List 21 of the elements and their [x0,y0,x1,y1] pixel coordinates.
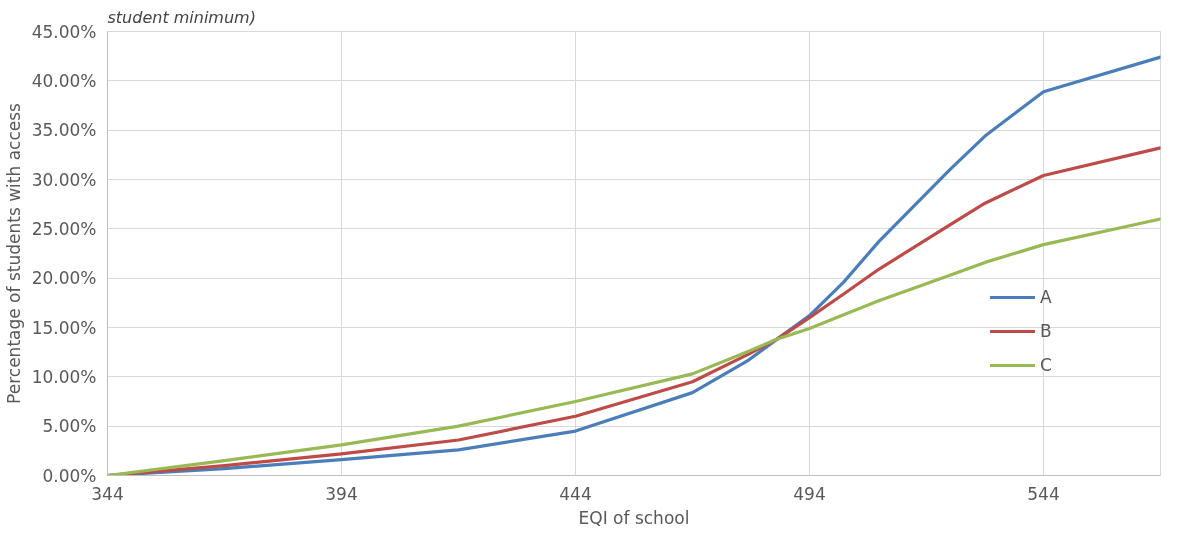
y-tick-label: 45.00% [31,21,97,42]
y-tick-label: 5.00% [42,416,97,437]
y-tick-label: 30.00% [31,169,97,190]
legend-label: A [1040,287,1053,307]
legend-label: B [1040,321,1053,341]
x-tick-label: 444 [559,483,592,504]
y-tick-label: 0.00% [42,465,97,486]
y-tick-label: 40.00% [31,70,97,91]
chart-title: student minimum) [107,7,256,27]
y-tick-label: 15.00% [31,317,97,338]
y-axis-title: Percentage of students with access [3,102,24,404]
x-axis-title: EQI of school [578,507,690,528]
y-tick-label: 25.00% [31,218,97,239]
y-tick-label: 20.00% [31,268,97,289]
legend-label: C [1040,355,1053,375]
x-tick-label: 344 [91,483,124,504]
x-tick-label: 394 [325,483,358,504]
x-tick-label: 544 [1027,483,1060,504]
y-tick-label: 35.00% [31,120,97,141]
y-tick-label: 10.00% [31,366,97,387]
x-tick-label: 494 [793,483,826,504]
